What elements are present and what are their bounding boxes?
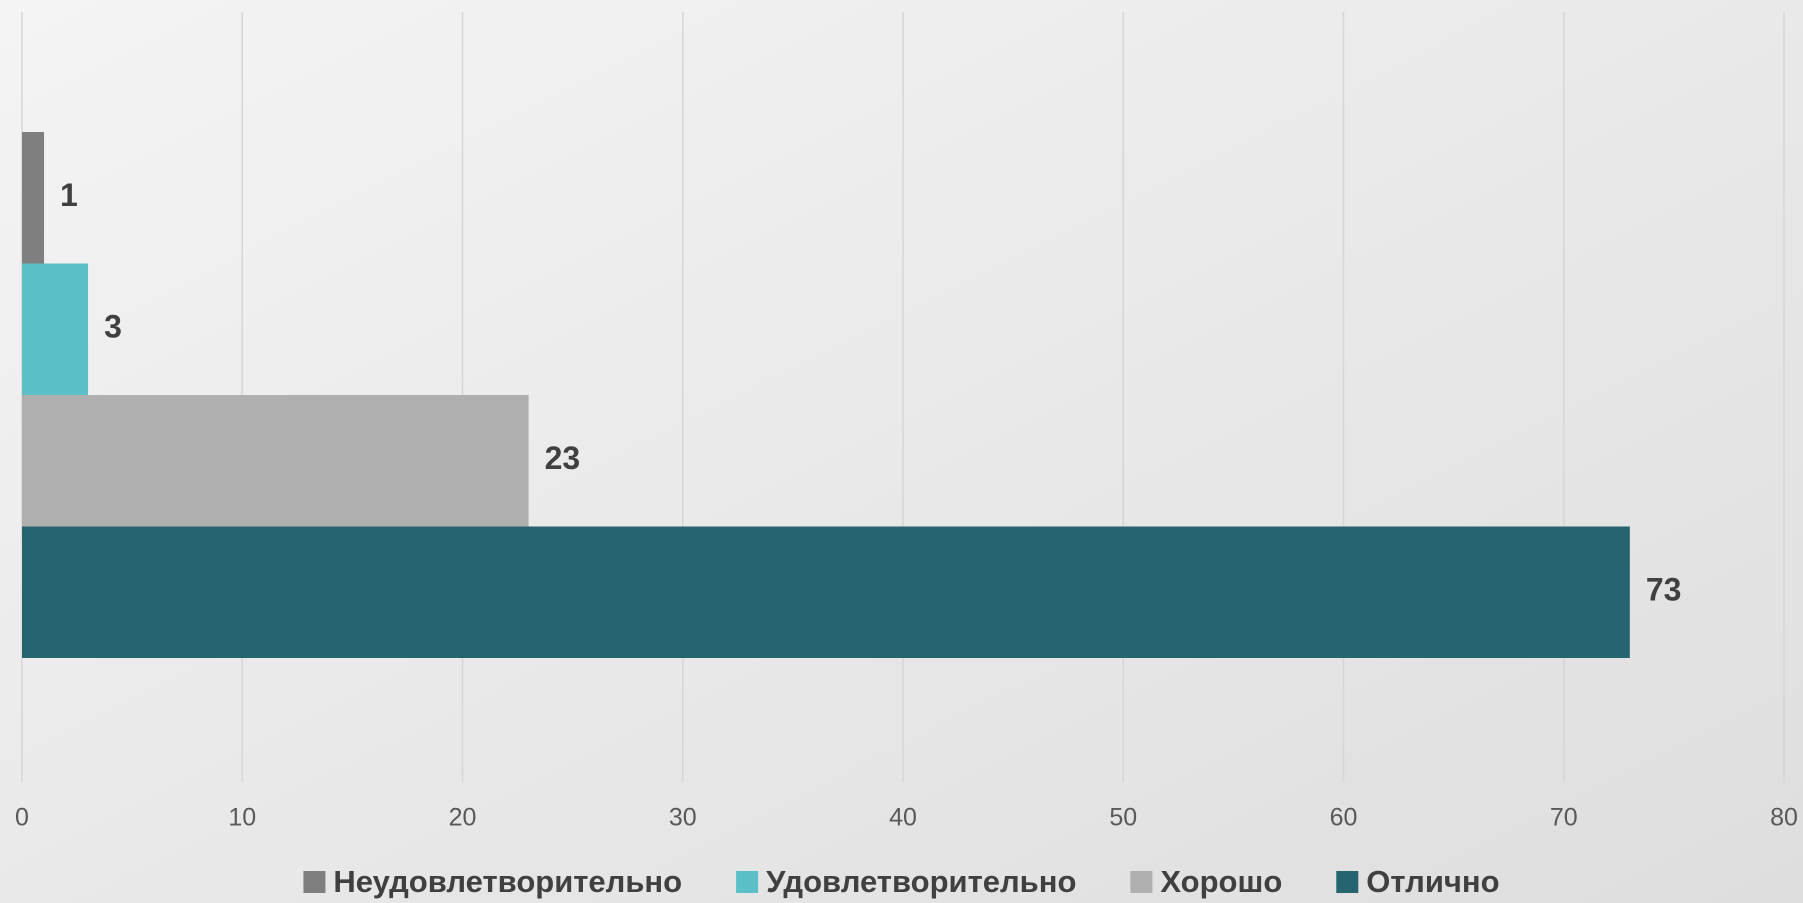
x-tick-label: 0 <box>15 804 29 832</box>
x-tick-label: 30 <box>669 804 697 832</box>
legend-label: Удовлетворительно <box>766 864 1076 899</box>
x-tick-label: 80 <box>1770 804 1798 832</box>
x-tick-label: 70 <box>1550 804 1578 832</box>
legend-label: Хорошо <box>1160 864 1282 899</box>
x-tick-label: 20 <box>449 804 477 832</box>
x-tick-label: 10 <box>228 804 256 832</box>
legend-swatch <box>736 871 759 893</box>
value-label: 73 <box>1646 572 1682 608</box>
bar <box>22 132 45 264</box>
bar <box>22 526 1630 658</box>
legend-swatch <box>1336 871 1359 893</box>
legend-label: Отлично <box>1366 864 1499 899</box>
value-label: 1 <box>60 177 78 213</box>
value-label: 23 <box>545 440 581 476</box>
legend-label: Неудовлетворительно <box>333 864 682 899</box>
bar <box>22 395 529 527</box>
x-tick-label: 40 <box>889 804 917 832</box>
bar <box>22 263 89 395</box>
value-label: 3 <box>104 309 122 345</box>
legend-swatch <box>303 871 326 893</box>
x-tick-label: 60 <box>1330 804 1358 832</box>
legend-swatch <box>1130 871 1153 893</box>
x-tick-label: 50 <box>1109 804 1137 832</box>
